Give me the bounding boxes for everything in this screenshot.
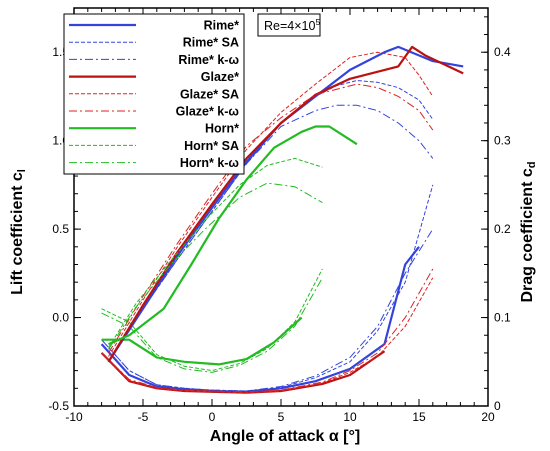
y-axis-left-title-main: Lift coefficient c: [9, 172, 26, 295]
legend-label: Horn* k-ω: [180, 156, 240, 170]
reynolds-annotation-text: Re=4×105: [264, 17, 320, 33]
y-axis-right-title-main: Drag coefficient c: [519, 168, 536, 302]
x-tick-label: -5: [138, 410, 149, 424]
legend-label: Rime* SA: [183, 36, 239, 50]
drag-curve-4: [101, 277, 434, 394]
y-right-tick-label: 0: [494, 399, 501, 413]
reynolds-annotation-box: [257, 13, 321, 37]
x-tick-label: 0: [209, 410, 216, 424]
legend-label: Horn*: [205, 122, 239, 136]
drag-curve-0: [100, 246, 420, 393]
drag-curve-8: [101, 277, 323, 373]
y-right-tick-label: 0.4: [494, 45, 511, 59]
y-right-tick-label: 0.2: [494, 222, 511, 236]
lift-curve-4: [108, 51, 434, 357]
series-lines: [100, 45, 464, 394]
y-axis-left-title: Lift coefficient cl: [9, 169, 28, 295]
y-right-tick-label: 0.1: [494, 311, 511, 325]
x-tick-label: 10: [343, 410, 357, 424]
legend-label: Glaze*: [201, 70, 239, 84]
legend: Rime* Rime* SA Rime* k-ω Glaze* Glaze* SA Gla…: [63, 13, 245, 175]
y-right-tick-label: 0.3: [494, 134, 511, 148]
drag-curve-6: [101, 316, 303, 366]
x-tick-label: -10: [65, 410, 83, 424]
legend-items: Rime* Rime* SA Rime* k-ω Glaze* Glaze* SA Gla…: [69, 19, 240, 170]
lift-curve-3: [107, 45, 464, 363]
drag-curve-2: [101, 228, 434, 392]
legend-label: Glaze* k-ω: [176, 105, 240, 119]
plot-frame: [73, 7, 489, 407]
y-left-tick-label: 0.0: [52, 311, 69, 325]
x-tick-label: 15: [412, 410, 426, 424]
y-axis-right-title-sub: d: [526, 162, 538, 169]
x-tick-label: 20: [481, 410, 495, 424]
y-axis-left-title-sub: l: [16, 169, 28, 172]
reynolds-annotation-prefix: Re=4×10: [264, 19, 315, 33]
drag-curve-7: [101, 268, 323, 372]
y-left-tick-label: 0.5: [52, 222, 69, 236]
y-left-tick-label: -0.5: [48, 399, 69, 413]
x-axis-title: Angle of attack α [°]: [210, 428, 360, 445]
lift-curve-7: [108, 157, 323, 348]
legend-label: Rime* k-ω: [178, 53, 239, 67]
lift-curve-2: [108, 104, 434, 363]
y-axis-right-title: Drag coefficient cd: [519, 162, 538, 303]
legend-label: Glaze* SA: [180, 87, 239, 101]
reynolds-annotation-exponent: 5: [315, 17, 320, 27]
x-tick-label: 5: [278, 410, 285, 424]
lift-curve-8: [108, 182, 323, 350]
legend-label: Rime*: [204, 19, 240, 33]
reynolds-annotation: Re=4×105: [257, 13, 321, 37]
lift-curve-5: [108, 83, 434, 354]
legend-label: Horn* SA: [184, 139, 239, 153]
